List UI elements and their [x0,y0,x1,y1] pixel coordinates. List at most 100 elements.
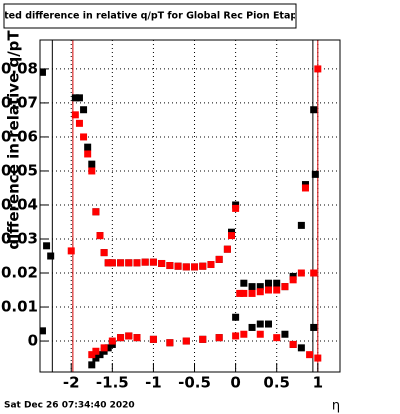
marker [108,337,116,345]
marker [149,335,157,343]
y-tick-label: 0.01 [1,298,38,316]
marker [240,279,248,287]
y-tick-label: 0.05 [1,161,38,179]
marker [248,283,256,291]
marker [104,259,112,267]
marker [306,351,314,359]
marker [273,334,281,342]
marker [108,259,116,267]
marker [174,262,182,270]
x-tick-label: -0.5 [178,374,211,392]
marker [301,184,309,192]
marker [104,344,112,352]
y-tick-label: 0.03 [1,229,38,247]
x-tick-label: -2 [63,374,80,392]
y-tick-label: 0.04 [1,195,38,213]
marker [88,160,96,168]
marker [264,279,272,287]
marker [125,332,133,340]
marker [71,94,79,102]
y-tick-label: 0.02 [1,264,38,282]
y-tick-label: 0 [28,332,38,350]
marker [191,263,199,271]
marker [248,289,256,297]
marker [297,344,305,352]
marker [100,249,108,257]
marker [199,262,207,270]
marker [92,208,100,216]
marker [88,361,96,369]
marker [256,283,264,291]
marker [47,252,55,260]
y-axis-label: difference in relative q/pT [5,30,23,250]
y-tick-label: 0.06 [1,127,38,145]
marker [96,351,104,359]
marker [141,258,149,266]
timestamp: Sat Dec 26 07:34:40 2020 [4,401,135,411]
marker [289,340,297,348]
plot-area [40,40,340,372]
marker [182,337,190,345]
marker [240,330,248,338]
marker [232,204,240,212]
marker [149,258,157,266]
marker [100,344,108,352]
marker [67,247,75,255]
y-tick-label: 0.08 [1,59,38,77]
frame [39,39,341,373]
marker [232,332,240,340]
marker [314,354,322,362]
marker [215,255,223,263]
marker [281,330,289,338]
marker [166,262,174,270]
marker [117,259,125,267]
marker [158,259,166,267]
marker [84,150,92,158]
marker [223,245,231,253]
marker [133,259,141,267]
chart-title: itted difference in relative q/pT for Gl… [0,11,304,22]
marker [88,351,96,359]
y-tick-label: 0.07 [1,93,38,111]
x-tick-label: -1 [145,374,162,392]
marker [248,323,256,331]
x-tick-label: 1 [313,374,323,392]
marker [256,288,264,296]
marker [289,276,297,284]
marker [297,221,305,229]
marker [40,327,46,335]
marker [71,111,79,119]
marker [96,232,104,240]
marker [256,320,264,328]
marker [166,339,174,347]
marker [84,143,92,151]
marker [273,286,281,294]
marker [281,283,289,291]
marker [80,133,88,141]
marker [256,330,264,338]
title-box [3,3,297,29]
marker [314,65,322,73]
x-tick-label: 0.5 [263,374,290,392]
marker [43,242,51,250]
marker [182,263,190,271]
marker [80,106,88,114]
marker [297,269,305,277]
x-tick-label: 0 [230,374,240,392]
marker [117,334,125,342]
marker [236,289,244,297]
marker [273,279,281,287]
marker [228,232,236,240]
marker [88,167,96,175]
marker [92,347,100,355]
marker [264,320,272,328]
marker [207,261,215,269]
marker [264,286,272,294]
marker [199,335,207,343]
marker [232,313,240,321]
x-tick-label: -1.5 [96,374,129,392]
x-axis-label: η [332,399,340,414]
marker [125,259,133,267]
marker [133,334,141,342]
